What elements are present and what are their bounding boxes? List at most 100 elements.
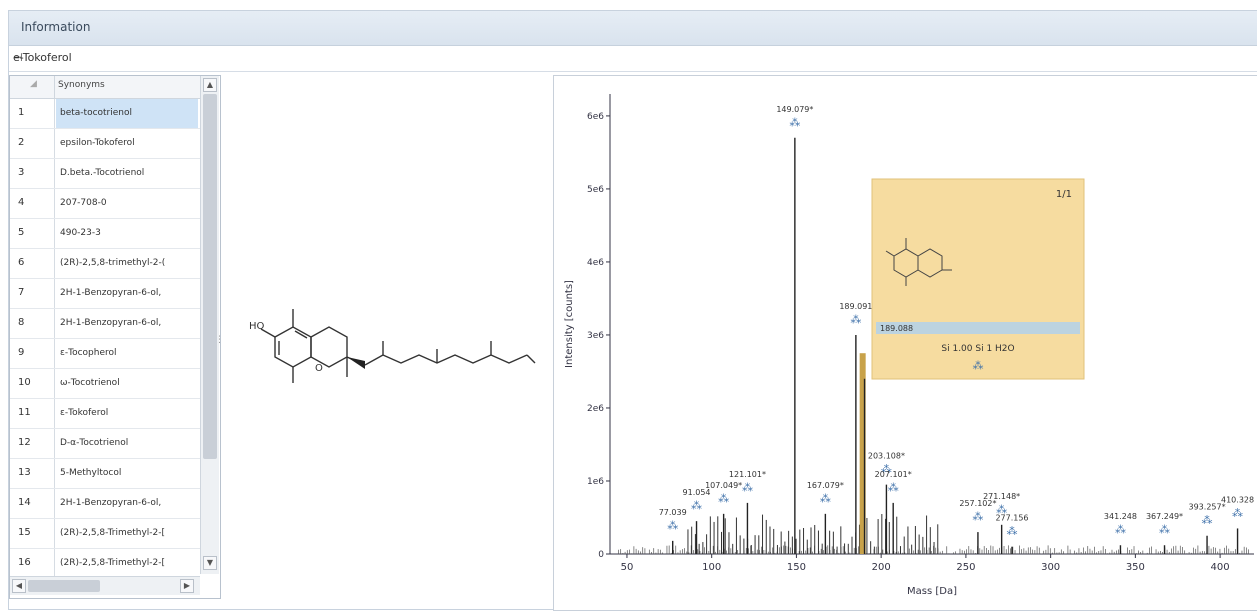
row-number: 3 — [10, 159, 55, 188]
synonym-cell[interactable]: D-α-Tocotrienol — [56, 429, 198, 458]
synonym-cell[interactable]: 2H-1-Benzopyran-6-ol, — [56, 279, 198, 308]
scroll-down-icon[interactable]: ▼ — [203, 556, 217, 570]
highlighted-peak[interactable] — [859, 353, 866, 554]
table-row[interactable]: 10 ω-Tocotrienol — [10, 369, 200, 399]
synonym-text: 490-23-3 — [60, 228, 101, 238]
tooltip-formula: Si 1.00 Si 1 H2O — [941, 344, 1014, 354]
y-tick-label: 5e6 — [587, 185, 604, 195]
row-number-text: 1 — [18, 107, 25, 118]
grid-rows: 1 beta-tocotrienol 2 epsilon-Tokoferol 3 D.be… — [10, 99, 200, 579]
synonym-text: (2R)-2,5,8-Trimethyl-2-[ — [60, 558, 166, 568]
structure-link-icon[interactable]: ⁂ — [1232, 506, 1243, 519]
structure-link-icon[interactable]: ⁂ — [996, 503, 1007, 516]
table-row[interactable]: 11 ε-Tokoferol — [10, 399, 200, 429]
synonym-cell[interactable]: (2R)-2,5,8-Trimethyl-2-[ — [56, 519, 198, 548]
structure-link-icon[interactable]: ⁂ — [1115, 523, 1126, 536]
synonym-cell[interactable]: 5-Methyltocol — [56, 459, 198, 488]
synonym-cell[interactable]: epsilon-Tokoferol — [56, 129, 198, 158]
left-splitter[interactable]: ⋮ — [215, 75, 224, 605]
x-tick-label: 300 — [1041, 562, 1060, 573]
table-row[interactable]: 5 490-23-3 — [10, 219, 200, 249]
structure-link-icon[interactable]: ⁂ — [1006, 525, 1017, 538]
structure-link-icon[interactable]: ⁂ — [667, 519, 678, 532]
synonym-cell[interactable]: ε-Tokoferol — [56, 399, 198, 428]
row-number: 8 — [10, 309, 55, 338]
pin-icon[interactable]: ⊣ — [13, 51, 23, 64]
structure-link-icon[interactable]: ⁂ — [742, 481, 753, 494]
synonym-cell[interactable]: ε-Tocopherol — [56, 339, 198, 368]
table-row[interactable]: 16 (2R)-2,5,8-Trimethyl-2-[ — [10, 549, 200, 579]
table-row[interactable]: 6 (2R)-2,5,8-trimethyl-2-( — [10, 249, 200, 279]
structure-link-icon[interactable]: ⁂ — [850, 313, 861, 326]
synonyms-grid: ◢ Synonyms 1 beta-tocotrienol 2 epsilon-Tok… — [9, 75, 221, 599]
y-tick-label: 0 — [598, 550, 604, 560]
row-number-text: 4 — [18, 197, 25, 208]
peak-label: 277.156 — [995, 514, 1028, 523]
hscroll-thumb[interactable] — [28, 580, 100, 592]
scroll-thumb[interactable] — [203, 94, 217, 459]
structure-link-icon[interactable]: ⁂ — [820, 492, 831, 505]
table-row[interactable]: 9 ε-Tocopherol — [10, 339, 200, 369]
synonym-cell[interactable]: D.beta.-Tocotrienol — [56, 159, 198, 188]
structure-link-icon[interactable]: ⁂ — [973, 359, 984, 372]
synonym-cell[interactable]: ω-Tocotrienol — [56, 369, 198, 398]
row-number-text: 15 — [18, 527, 31, 538]
structure-link-icon[interactable]: ⁂ — [789, 116, 800, 129]
synonym-cell[interactable]: 207-708-0 — [56, 189, 198, 218]
scroll-right-icon[interactable]: ▶ — [180, 579, 194, 593]
table-row[interactable]: 7 2H-1-Benzopyran-6-ol, — [10, 279, 200, 309]
synonym-cell[interactable]: 490-23-3 — [56, 219, 198, 248]
synonym-cell[interactable]: (2R)-2,5,8-Trimethyl-2-[ — [56, 549, 198, 578]
peak-label: 410.328 — [1221, 495, 1254, 504]
structure-link-icon[interactable]: ⁂ — [1159, 523, 1170, 536]
synonym-text: 2H-1-Benzopyran-6-ol, — [60, 318, 162, 328]
table-row[interactable]: 14 2H-1-Benzopyran-6-ol, — [10, 489, 200, 519]
x-tick-label: 400 — [1211, 562, 1230, 573]
synonym-cell[interactable]: beta-tocotrienol — [56, 99, 198, 128]
peak-label: 77.039 — [659, 508, 687, 517]
table-row[interactable]: 8 2H-1-Benzopyran-6-ol, — [10, 309, 200, 339]
peak-label: 107.049* — [705, 481, 742, 490]
table-row[interactable]: 3 D.beta.-Tocotrienol — [10, 159, 200, 189]
x-axis-label: Mass [Da] — [907, 586, 957, 597]
structure-link-icon[interactable]: ⁂ — [718, 492, 729, 505]
structure-link-icon[interactable]: ⁂ — [972, 510, 983, 523]
peak-label: 203.108* — [868, 452, 905, 461]
row-number-text: 12 — [18, 437, 31, 448]
table-row[interactable]: 12 D-α-Tocotrienol — [10, 429, 200, 459]
row-number-text: 10 — [18, 377, 31, 388]
scroll-up-icon[interactable]: ▲ — [203, 78, 217, 92]
row-number: 14 — [10, 489, 55, 518]
structure-panel: HO O — [235, 93, 539, 583]
peak-label: 121.101* — [729, 470, 766, 479]
synonym-cell[interactable]: 2H-1-Benzopyran-6-ol, — [56, 489, 198, 518]
synonym-text: ε-Tokoferol — [60, 408, 109, 418]
row-number-text: 8 — [18, 317, 25, 328]
peak-label: 207.101* — [875, 470, 912, 479]
structure-link-icon[interactable]: ⁂ — [1202, 514, 1213, 527]
table-row[interactable]: 13 5-Methyltocol — [10, 459, 200, 489]
row-number-text: 14 — [18, 497, 31, 508]
synonyms-column-header[interactable]: Synonyms — [58, 80, 105, 90]
table-row[interactable]: 15 (2R)-2,5,8-Trimethyl-2-[ — [10, 519, 200, 549]
synonym-cell[interactable]: 2H-1-Benzopyran-6-ol, — [56, 309, 198, 338]
structure-link-icon[interactable]: ⁂ — [691, 499, 702, 512]
row-number: 9 — [10, 339, 55, 368]
structure-link-icon[interactable]: ⁂ — [888, 481, 899, 494]
row-number: 1 — [10, 99, 55, 128]
table-row[interactable]: 2 epsilon-Tokoferol — [10, 129, 200, 159]
vertical-scrollbar[interactable]: ▲ ▼ — [200, 76, 219, 574]
synonym-text: D.beta.-Tocotrienol — [60, 168, 145, 178]
peak-label: 367.249* — [1146, 512, 1183, 521]
scroll-left-icon[interactable]: ◀ — [12, 579, 26, 593]
sort-indicator-icon: ◢ — [30, 79, 37, 89]
table-row[interactable]: 4 207-708-0 — [10, 189, 200, 219]
horizontal-scrollbar[interactable]: ◀ ▶ — [10, 576, 200, 595]
table-row[interactable]: 1 beta-tocotrienol — [10, 99, 200, 129]
synonym-cell[interactable]: (2R)-2,5,8-trimethyl-2-( — [56, 249, 198, 278]
peak-label: 341.248 — [1104, 512, 1137, 521]
fragment-structure-image — [885, 238, 952, 286]
row-number: 7 — [10, 279, 55, 308]
row-number-text: 16 — [18, 557, 31, 568]
structure-link-icon[interactable]: ⁂ — [881, 463, 892, 476]
